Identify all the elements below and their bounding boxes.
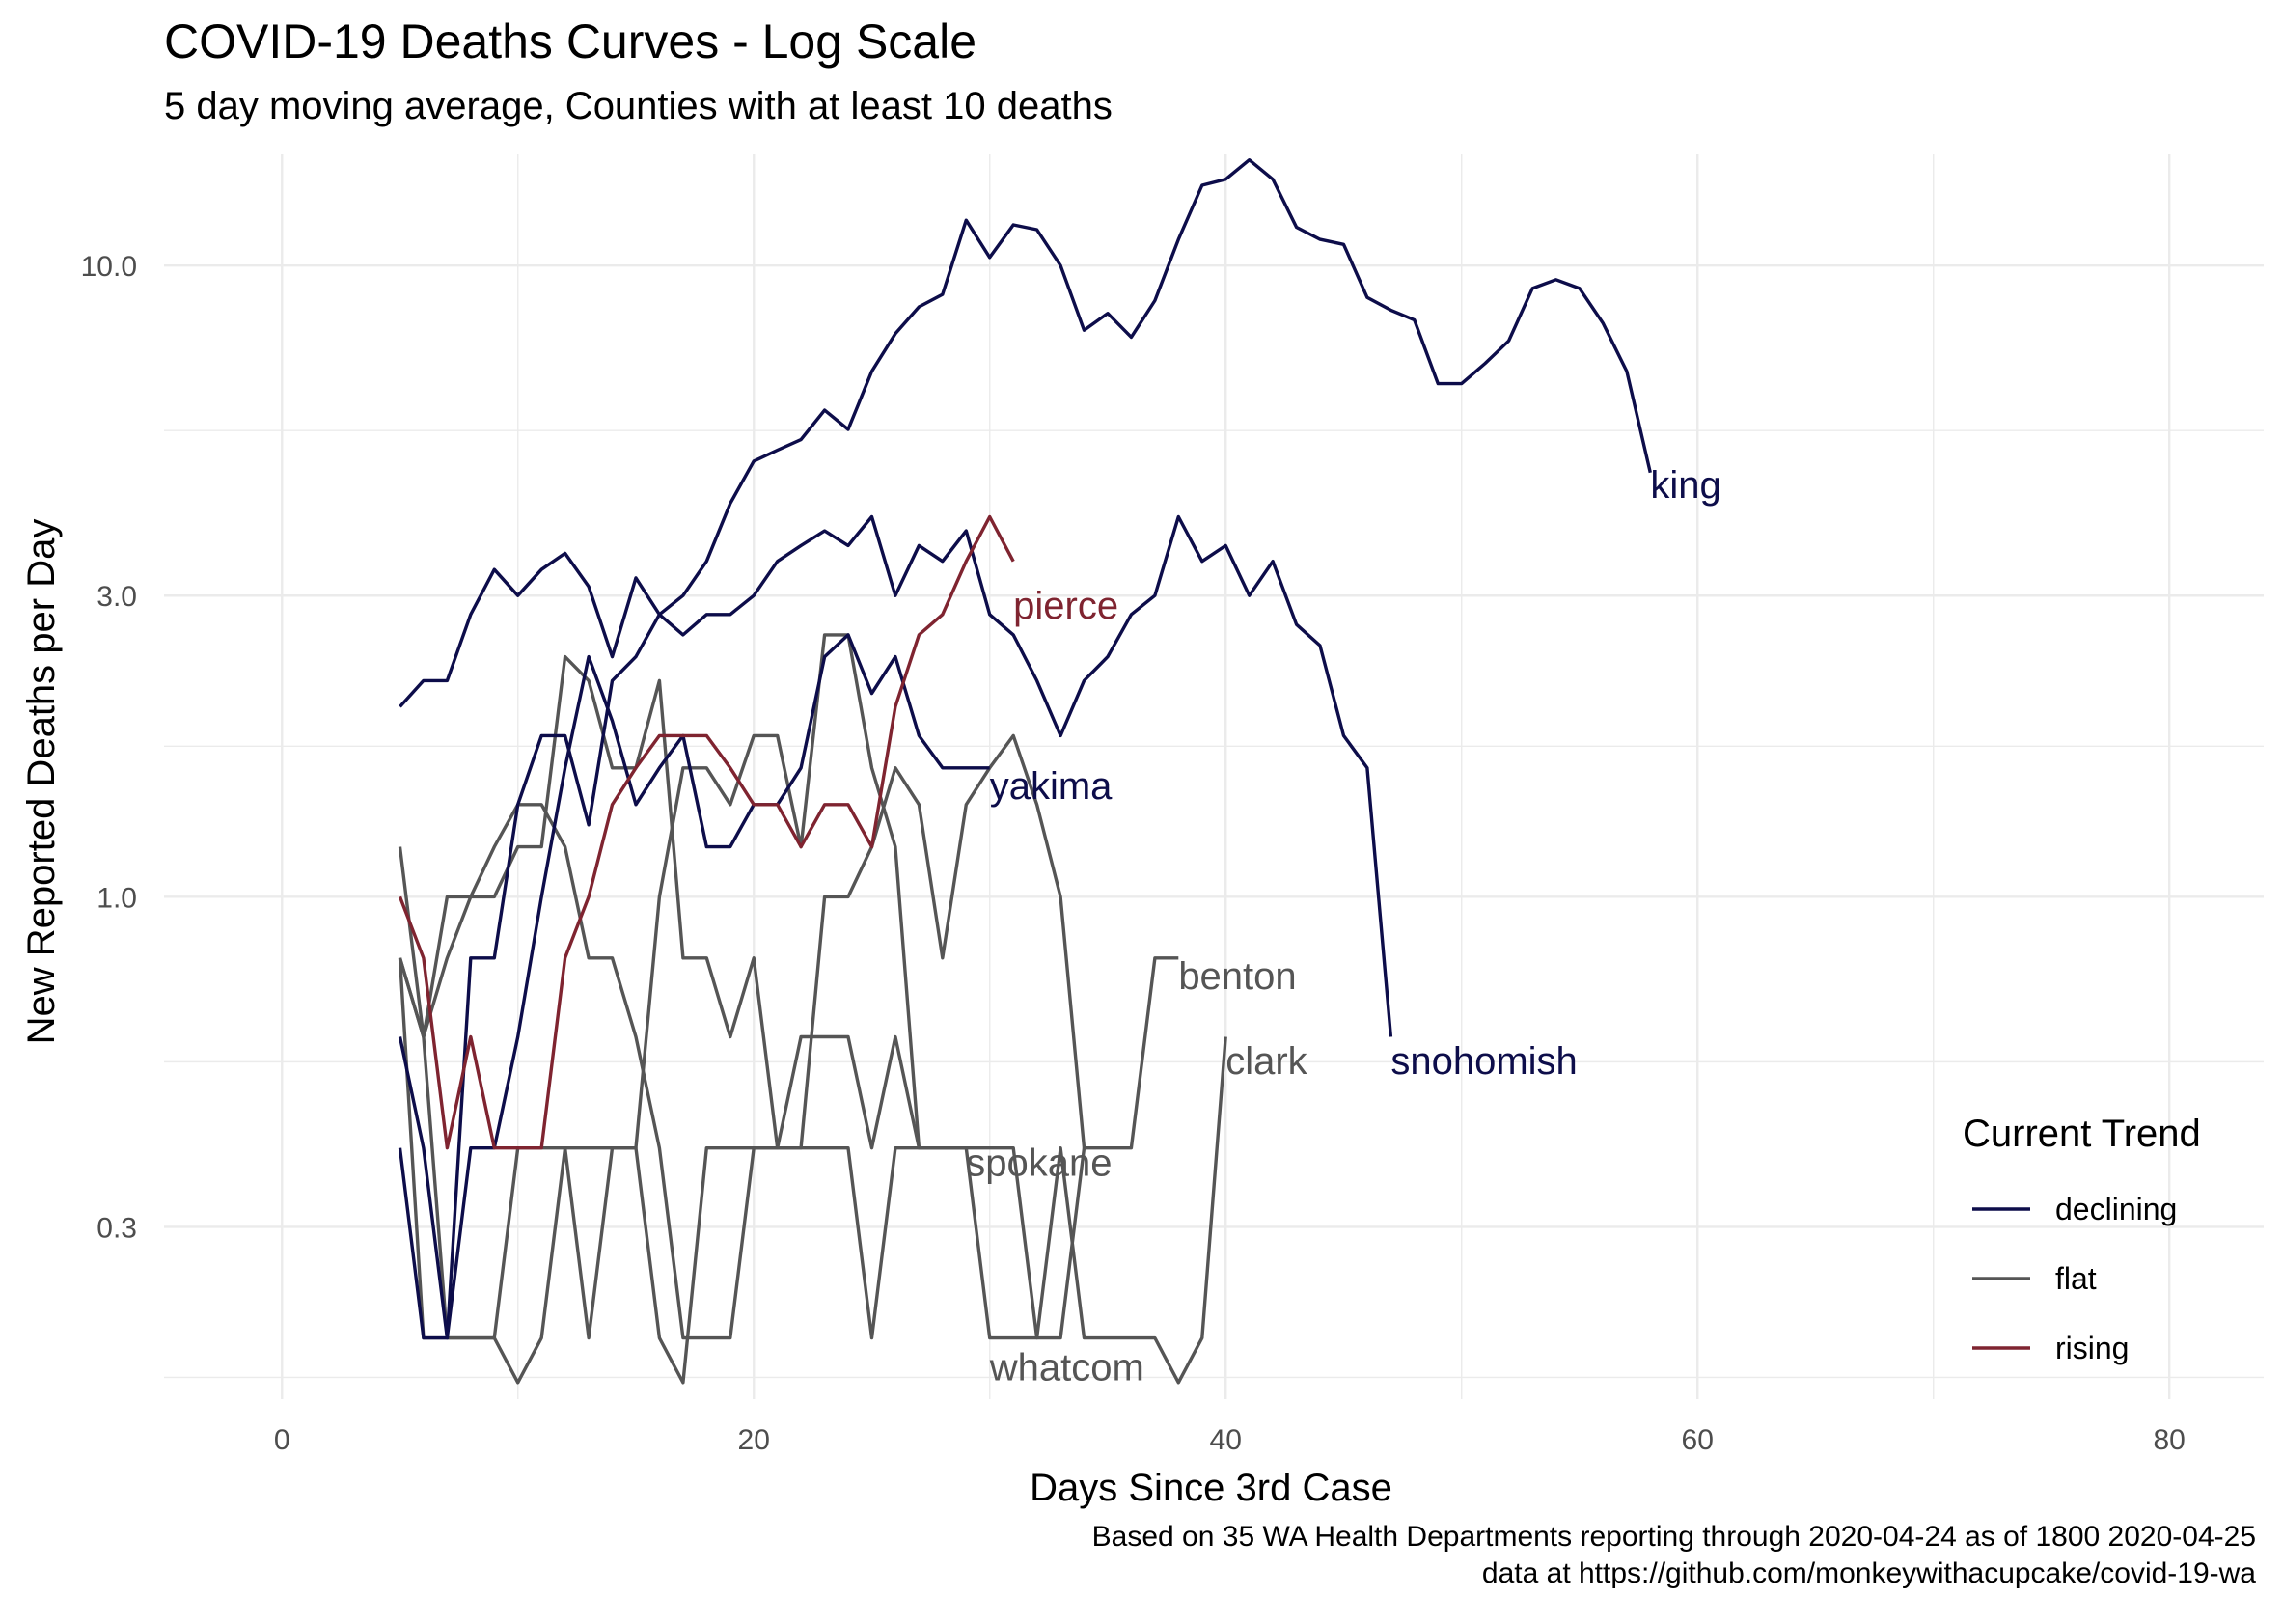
- series-line-king: [399, 157, 1652, 708]
- y-tick-label: 10.0: [81, 251, 137, 283]
- x-axis-title: Days Since 3rd Case: [1030, 1467, 1392, 1509]
- legend-title: Current Trend: [1963, 1113, 2201, 1155]
- caption-line-1: Based on 35 WA Health Departments report…: [1091, 1521, 2256, 1553]
- legend: Current Trend declining flat rising: [1963, 1113, 2201, 1365]
- grid-lines: [164, 154, 2264, 1399]
- x-tick-label: 0: [274, 1424, 290, 1456]
- series-label-spokane: spokane: [966, 1142, 1112, 1184]
- y-axis-title: New Reported Deaths per Day: [20, 519, 63, 1045]
- y-tick-label: 0.3: [96, 1212, 137, 1244]
- series-label-king: king: [1650, 464, 1720, 507]
- legend-label-declining: declining: [2055, 1192, 2177, 1226]
- series-labels: king snohomish yakima pierce benton clark spok…: [966, 464, 1720, 1389]
- series-label-yakima: yakima: [990, 765, 1113, 808]
- legend-label-flat: flat: [2055, 1261, 2097, 1296]
- series-line-snohomish: [398, 514, 1393, 1340]
- series-line-pierce: [398, 514, 1015, 1150]
- series-line-whatcom: [398, 957, 1086, 1385]
- series-label-snohomish: snohomish: [1390, 1040, 1577, 1083]
- chart-title: COVID-19 Deaths Curves - Log Scale: [164, 14, 977, 69]
- x-tick-label: 40: [1210, 1424, 1242, 1456]
- x-tick-label: 60: [1682, 1424, 1714, 1456]
- series-label-whatcom: whatcom: [989, 1347, 1144, 1390]
- y-axis-ticks: 0.3 1.0 3.0 10.0: [81, 251, 137, 1244]
- x-axis-ticks: 0 20 40 60 80: [274, 1424, 2186, 1456]
- x-tick-label: 20: [738, 1424, 770, 1456]
- series-label-benton: benton: [1178, 955, 1296, 998]
- series-label-clark: clark: [1225, 1040, 1307, 1083]
- series-label-pierce: pierce: [1013, 585, 1118, 627]
- series-lines: [398, 157, 1652, 1385]
- series-line-clark: [398, 803, 1227, 1385]
- legend-label-rising: rising: [2055, 1331, 2129, 1365]
- y-tick-label: 1.0: [96, 882, 137, 914]
- series-line-yakima: [398, 633, 990, 1340]
- chart-caption: Based on 35 WA Health Departments report…: [1092, 1519, 2256, 1592]
- caption-line-2: data at https://github.com/monkeywithacu…: [1481, 1557, 2256, 1589]
- y-tick-label: 3.0: [96, 581, 137, 613]
- chart-subtitle: 5 day moving average, Counties with at l…: [164, 85, 1113, 127]
- x-tick-label: 80: [2154, 1424, 2186, 1456]
